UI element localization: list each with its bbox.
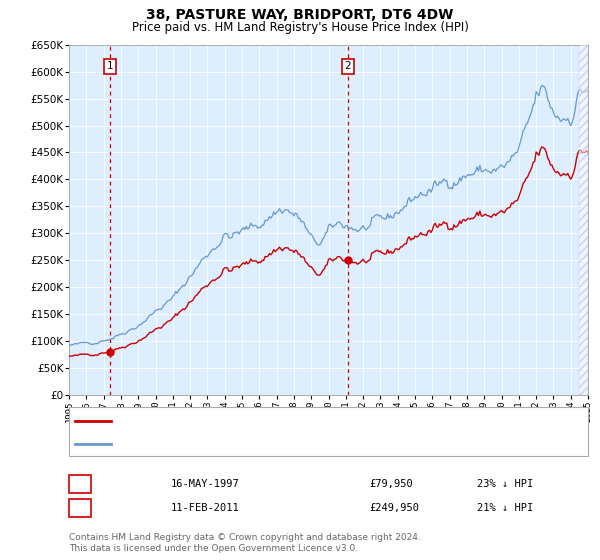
- Text: £79,950: £79,950: [369, 479, 413, 489]
- Text: 23% ↓ HPI: 23% ↓ HPI: [477, 479, 533, 489]
- Text: 38, PASTURE WAY, BRIDPORT, DT6 4DW (detached house): 38, PASTURE WAY, BRIDPORT, DT6 4DW (deta…: [114, 416, 416, 426]
- Text: 2: 2: [344, 62, 351, 71]
- Text: HPI: Average price, detached house, Dorset: HPI: Average price, detached house, Dors…: [114, 439, 341, 449]
- Text: 11-FEB-2011: 11-FEB-2011: [171, 503, 240, 513]
- Text: 21% ↓ HPI: 21% ↓ HPI: [477, 503, 533, 513]
- Text: Price paid vs. HM Land Registry's House Price Index (HPI): Price paid vs. HM Land Registry's House …: [131, 21, 469, 34]
- Text: 38, PASTURE WAY, BRIDPORT, DT6 4DW: 38, PASTURE WAY, BRIDPORT, DT6 4DW: [146, 8, 454, 22]
- Text: 2: 2: [77, 503, 83, 513]
- Text: Contains HM Land Registry data © Crown copyright and database right 2024.
This d: Contains HM Land Registry data © Crown c…: [69, 533, 421, 553]
- Text: 16-MAY-1997: 16-MAY-1997: [171, 479, 240, 489]
- Text: 1: 1: [77, 479, 83, 489]
- Text: £249,950: £249,950: [369, 503, 419, 513]
- Text: 1: 1: [107, 62, 113, 71]
